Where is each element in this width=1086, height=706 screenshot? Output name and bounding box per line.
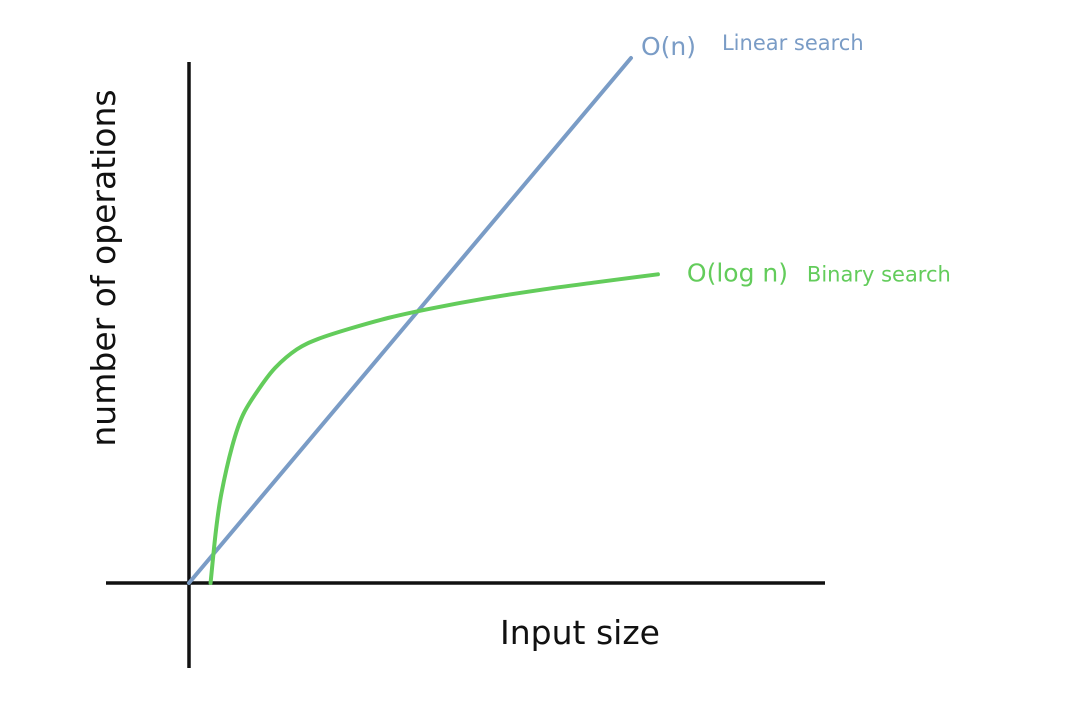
binary-complexity-label: O(log n) <box>687 258 788 287</box>
series-layer <box>187 56 660 585</box>
y-axis-label: number of operations <box>84 89 123 446</box>
x-axis-label: Input size <box>500 613 660 652</box>
series-label-layer: O(n) Linear search O(log n) Binary search <box>641 31 951 287</box>
binary-search-curve <box>208 272 660 585</box>
binary-search-label: Binary search <box>807 262 951 286</box>
linear-search-line <box>187 56 633 585</box>
linear-complexity-label: O(n) <box>641 32 696 61</box>
linear-search-label: Linear search <box>722 31 864 55</box>
